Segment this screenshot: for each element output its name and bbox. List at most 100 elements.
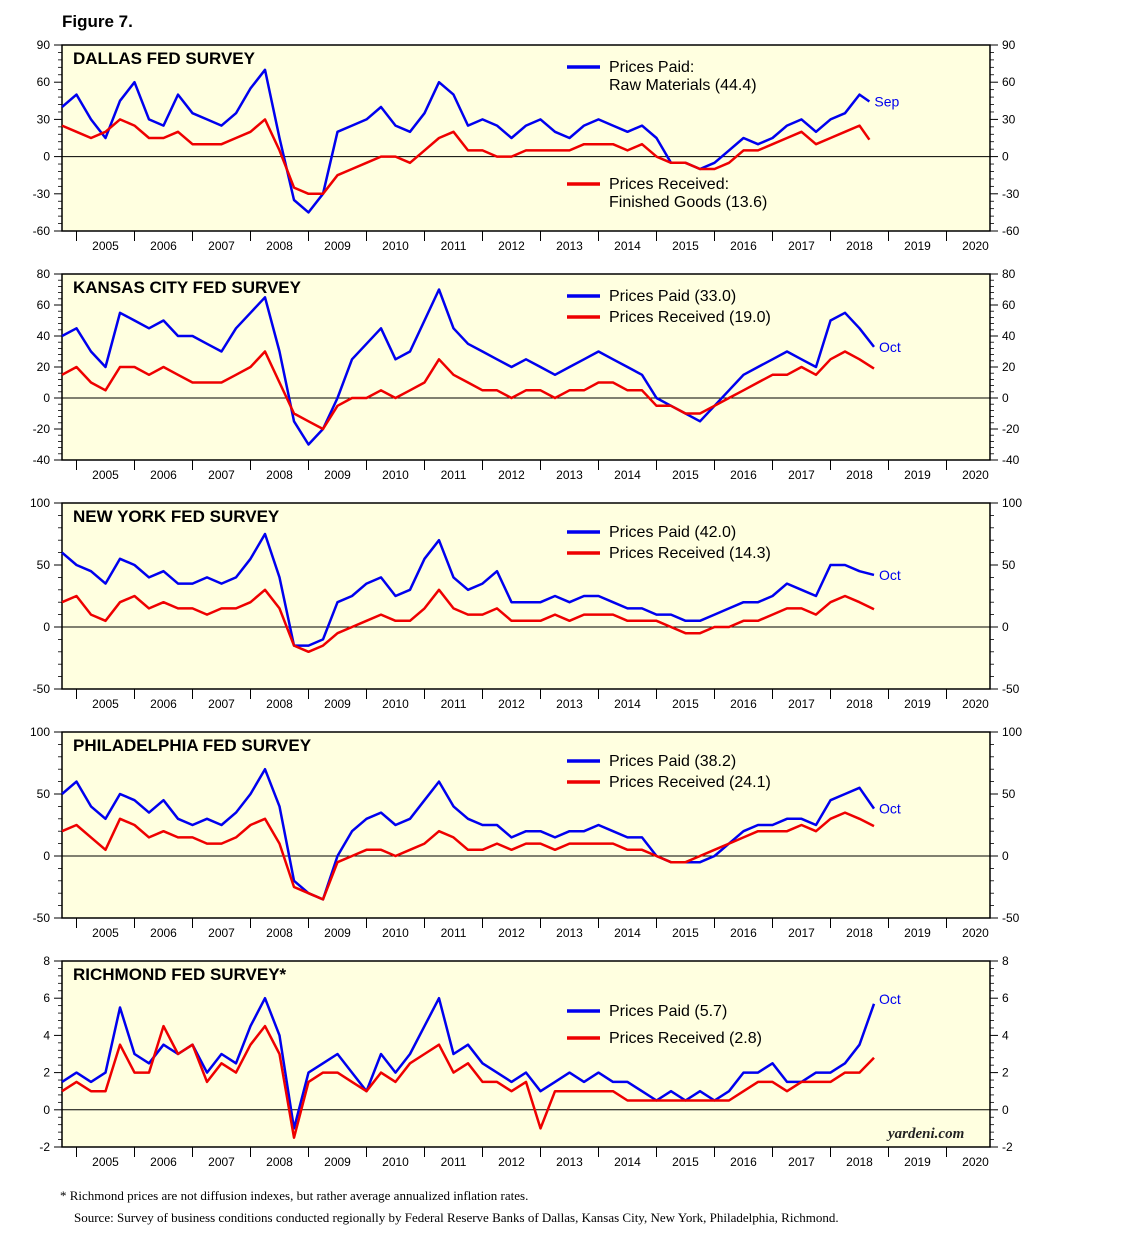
plot-area bbox=[61, 273, 991, 461]
footnote: * Richmond prices are not diffusion inde… bbox=[60, 1188, 529, 1203]
y-tick-label-right: -50 bbox=[1002, 911, 1020, 925]
y-tick-label-left: 4 bbox=[43, 1028, 50, 1042]
y-tick-label-right: -50 bbox=[1002, 682, 1020, 696]
x-tick-label: 2005 bbox=[92, 1155, 119, 1169]
x-tick-label: 2012 bbox=[498, 926, 525, 940]
x-tick-label: 2006 bbox=[150, 1155, 177, 1169]
x-tick-label: 2005 bbox=[92, 239, 119, 253]
panel-title: PHILADELPHIA FED SURVEY bbox=[73, 736, 312, 755]
x-tick-label: 2018 bbox=[846, 926, 873, 940]
x-tick-label: 2011 bbox=[441, 468, 467, 482]
y-tick-label-left: 6 bbox=[43, 991, 50, 1005]
x-tick-label: 2016 bbox=[730, 697, 757, 711]
legend-label-paid: Prices Paid (5.7) bbox=[609, 1003, 727, 1020]
plot-area bbox=[61, 502, 991, 690]
x-tick-label: 2017 bbox=[788, 1155, 815, 1169]
y-tick-label-right: 0 bbox=[1002, 150, 1009, 164]
y-tick-label-left: 40 bbox=[37, 329, 51, 343]
x-tick-label: 2009 bbox=[324, 926, 351, 940]
x-tick-label: 2011 bbox=[441, 697, 467, 711]
y-tick-label-left: -2 bbox=[39, 1140, 50, 1154]
prices-paid-line bbox=[61, 767, 876, 901]
x-tick-label: 2020 bbox=[962, 697, 989, 711]
legend-label-line2: Finished Goods (13.6) bbox=[609, 194, 767, 211]
figure-title: Figure 7. bbox=[62, 12, 133, 31]
prices-paid-line bbox=[61, 288, 875, 446]
x-tick-label: 2010 bbox=[382, 926, 409, 940]
x-tick-label: 2006 bbox=[150, 239, 177, 253]
x-tick-label: 2008 bbox=[266, 697, 293, 711]
legend-label-paid: Prices Paid (42.0) bbox=[609, 524, 736, 541]
x-tick-label: 2010 bbox=[382, 239, 409, 253]
y-tick-label-left: 0 bbox=[43, 620, 50, 634]
latest-month-label: Oct bbox=[879, 801, 901, 817]
y-tick-label-right: -40 bbox=[1002, 453, 1020, 467]
x-tick-label: 2013 bbox=[556, 468, 583, 482]
y-tick-label-left: 50 bbox=[37, 787, 51, 801]
legend-label-received: Prices Received (14.3) bbox=[609, 545, 771, 562]
x-tick-label: 2008 bbox=[266, 1155, 293, 1169]
panel-title: NEW YORK FED SURVEY bbox=[73, 507, 280, 526]
x-tick-label: 2020 bbox=[962, 468, 989, 482]
x-tick-label: 2008 bbox=[266, 239, 293, 253]
y-tick-label-right: -60 bbox=[1002, 224, 1020, 238]
latest-month-label: Oct bbox=[879, 567, 901, 583]
x-tick-label: 2012 bbox=[498, 468, 525, 482]
y-tick-label-left: 60 bbox=[37, 75, 51, 89]
y-tick-label-left: -20 bbox=[33, 422, 51, 436]
x-tick-label: 2006 bbox=[150, 468, 177, 482]
chart-panel-1: -60 -60 -30 -30 0 0 30 30 60 60 90 90 2005 2006 2007 20… bbox=[33, 38, 1020, 253]
prices-paid-line bbox=[61, 68, 871, 214]
x-tick-label: 2013 bbox=[556, 697, 583, 711]
x-tick-label: 2014 bbox=[614, 697, 641, 711]
x-tick-label: 2006 bbox=[150, 926, 177, 940]
y-tick-label-right: 2 bbox=[1002, 1066, 1009, 1080]
latest-month-label: Oct bbox=[879, 339, 901, 355]
y-tick-label-left: -50 bbox=[33, 682, 51, 696]
legend-label-received: Prices Received (24.1) bbox=[609, 774, 771, 791]
y-tick-label-right: 60 bbox=[1002, 75, 1016, 89]
y-tick-label-right: 50 bbox=[1002, 558, 1016, 572]
y-tick-label-right: 8 bbox=[1002, 954, 1009, 968]
prices-received-line bbox=[61, 350, 875, 431]
x-tick-label: 2012 bbox=[498, 239, 525, 253]
x-tick-label: 2015 bbox=[672, 1155, 699, 1169]
prices-received-line bbox=[61, 1024, 875, 1139]
chart-panel-3: -50 -50 0 0 50 50 100 100 2005 2006 2007 2008 2009 20… bbox=[30, 496, 1022, 711]
y-tick-label-left: 60 bbox=[37, 298, 51, 312]
y-tick-label-left: 8 bbox=[43, 954, 50, 968]
x-tick-label: 2018 bbox=[846, 468, 873, 482]
y-tick-label-right: 40 bbox=[1002, 329, 1016, 343]
x-tick-label: 2012 bbox=[498, 1155, 525, 1169]
y-tick-label-right: 60 bbox=[1002, 298, 1016, 312]
x-tick-label: 2009 bbox=[324, 239, 351, 253]
y-tick-label-left: 90 bbox=[37, 38, 51, 52]
x-tick-label: 2019 bbox=[904, 926, 931, 940]
y-tick-label-left: 30 bbox=[37, 112, 51, 126]
y-tick-label-left: -40 bbox=[33, 453, 51, 467]
chart-panel-5: -2 -2 0 0 2 2 4 4 6 6 8 8 2005 2006 2007 2008 2009 2010 20… bbox=[39, 954, 1013, 1169]
y-tick-label-left: -60 bbox=[33, 224, 51, 238]
chart-panel-4: -50 -50 0 0 50 50 100 100 2005 2006 2007 2008 2009 20… bbox=[30, 725, 1022, 940]
watermark: yardeni.com bbox=[888, 1126, 965, 1142]
x-tick-label: 2017 bbox=[788, 239, 815, 253]
x-tick-label: 2007 bbox=[208, 926, 235, 940]
x-tick-label: 2009 bbox=[324, 1155, 351, 1169]
latest-month-label: Oct bbox=[879, 991, 901, 1007]
y-tick-label-left: -50 bbox=[33, 911, 51, 925]
x-tick-label: 2013 bbox=[556, 926, 583, 940]
latest-month-label: Sep bbox=[874, 94, 899, 110]
x-tick-label: 2018 bbox=[846, 697, 873, 711]
x-tick-label: 2019 bbox=[904, 468, 931, 482]
y-tick-label-right: -20 bbox=[1002, 422, 1020, 436]
y-tick-label-left: -30 bbox=[33, 187, 51, 201]
x-tick-label: 2008 bbox=[266, 468, 293, 482]
x-tick-label: 2005 bbox=[92, 926, 119, 940]
y-tick-label-left: 100 bbox=[30, 496, 50, 510]
y-tick-label-right: -2 bbox=[1002, 1140, 1013, 1154]
panel-title: DALLAS FED SURVEY bbox=[73, 49, 256, 68]
x-tick-label: 2011 bbox=[441, 1155, 467, 1169]
y-tick-label-left: 0 bbox=[43, 150, 50, 164]
